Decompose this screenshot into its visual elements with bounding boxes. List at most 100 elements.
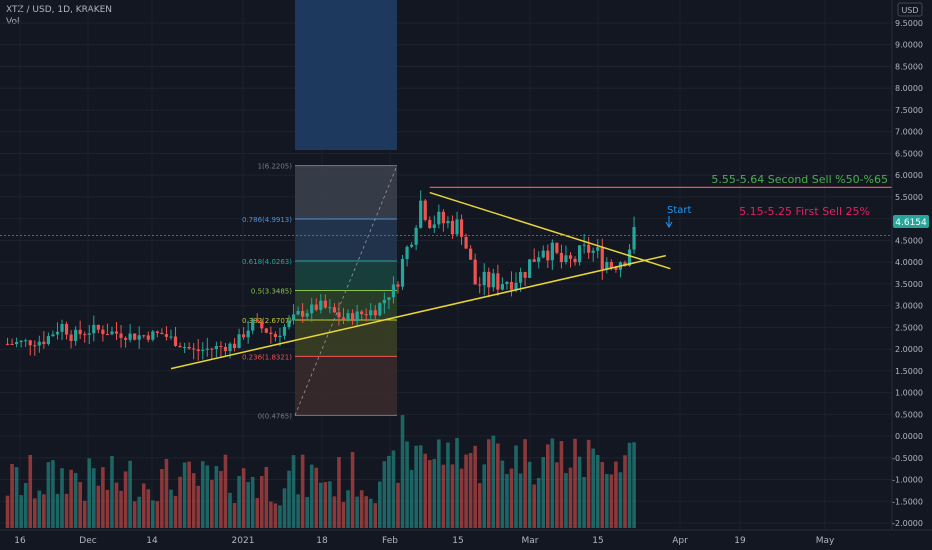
candle-body xyxy=(346,313,350,320)
volume-bar xyxy=(378,481,382,528)
volume-bar xyxy=(373,503,378,528)
price-ticks: 9.5000 9.0000 8.5000 8.0000 7.5000 7.0000 6.50… xyxy=(892,19,923,528)
candle-body xyxy=(455,219,459,235)
candle-body xyxy=(164,334,169,337)
volume-bar xyxy=(200,461,205,528)
time-tick-label: Mar xyxy=(522,536,539,546)
ascending-trendline xyxy=(170,254,667,370)
fib-level-label: 0.786(4.9913) xyxy=(242,216,292,224)
candle-body xyxy=(296,311,300,315)
candle-body xyxy=(87,333,91,335)
candle-body xyxy=(282,326,287,336)
candle-body xyxy=(287,320,291,327)
candle-body xyxy=(378,303,382,316)
volume-bar xyxy=(182,462,187,528)
candle-body xyxy=(432,224,436,228)
volume-bar xyxy=(105,489,110,528)
candle-body xyxy=(609,262,613,268)
volume-bar xyxy=(559,441,564,528)
price-tick-label: 0.0000 xyxy=(895,432,923,441)
candle-body xyxy=(523,271,527,278)
candle-body xyxy=(314,304,318,310)
candle-body xyxy=(627,249,632,266)
candle-body xyxy=(187,346,191,349)
volume-bar xyxy=(51,460,55,528)
volume-bar xyxy=(214,466,219,528)
currency-badge[interactable] xyxy=(897,2,923,17)
candle-body xyxy=(142,335,146,337)
price-tick-label: 8.5000 xyxy=(895,62,923,71)
time-tick-label: 2021 xyxy=(232,536,255,546)
volume-bar xyxy=(37,490,42,528)
candle-body xyxy=(573,258,577,263)
volume-bar xyxy=(232,503,237,528)
candle-body xyxy=(400,259,405,287)
volume-bar xyxy=(237,475,241,528)
descending-trendline xyxy=(429,191,671,270)
price-scale[interactable] xyxy=(892,0,932,550)
fib-level-label: 1(6.2205) xyxy=(258,163,293,171)
candle-body xyxy=(60,324,64,332)
volume-bar xyxy=(405,441,409,528)
volume-bar xyxy=(550,438,555,528)
candle-body xyxy=(450,220,455,235)
candle-body xyxy=(496,273,500,290)
volume-bar xyxy=(60,468,64,528)
volume-bar xyxy=(42,494,46,528)
candle-body xyxy=(123,337,128,340)
volume-bar xyxy=(564,473,568,528)
candle-body xyxy=(201,349,205,352)
candle-body xyxy=(350,313,355,322)
price-tick-label: 3.0000 xyxy=(895,302,923,311)
volume-bar xyxy=(355,496,359,528)
price-tick-label: -1.5000 xyxy=(892,497,923,506)
candle-body xyxy=(559,252,564,263)
volume-bar xyxy=(632,442,636,528)
volume-bar xyxy=(446,442,450,528)
price-tick-label: 9.5000 xyxy=(895,19,923,28)
price-tick-label: 6.5000 xyxy=(895,149,923,158)
candle-body xyxy=(528,259,532,278)
candle-body xyxy=(482,271,486,286)
candle-body xyxy=(396,284,400,287)
volume-bar xyxy=(291,455,296,528)
price-tick-label: 1.5000 xyxy=(895,367,923,376)
candle-body xyxy=(251,319,255,331)
fib-level-label: 0.5(3.3485) xyxy=(251,287,292,295)
price-tick-label: 2.0000 xyxy=(895,345,923,354)
candle-body xyxy=(92,324,96,334)
currency-label: USD xyxy=(901,6,918,15)
candle-body xyxy=(355,311,359,322)
volume-bar xyxy=(600,462,605,528)
trendlines[interactable] xyxy=(0,186,892,370)
candle-body xyxy=(568,255,573,259)
candle-body xyxy=(192,348,196,350)
candle-body xyxy=(410,244,414,247)
fib-retracement[interactable]: 1(6.2205) 0.786(4.9913) 0.618(4.0263) 0.5(3… xyxy=(242,0,398,420)
candle-body xyxy=(305,313,309,317)
candle-body xyxy=(219,345,223,347)
candle-body xyxy=(414,227,418,245)
time-tick-label: 18 xyxy=(316,536,328,546)
volume-bar xyxy=(269,501,273,528)
volume-bar xyxy=(123,471,128,528)
candle-body xyxy=(446,220,450,224)
volume-bar xyxy=(627,442,632,528)
time-axis[interactable]: 16 Dec 14 2021 18 Feb 15 Mar 15 Apr 19 May xyxy=(14,536,835,546)
price-tick-label: -0.5000 xyxy=(892,454,923,463)
candle-body xyxy=(600,247,604,270)
volume-bar xyxy=(250,476,255,528)
price-tick-label: 2.5000 xyxy=(895,323,923,332)
volume-bar xyxy=(359,490,364,528)
candle-body xyxy=(178,345,182,348)
volume-bar xyxy=(78,482,82,528)
candle-body xyxy=(405,246,409,260)
volume-bar xyxy=(10,463,14,528)
volume-bar xyxy=(491,435,496,528)
candle-body xyxy=(151,331,155,340)
candle-body xyxy=(473,259,477,285)
volume-bar xyxy=(92,468,96,528)
volume-bar xyxy=(582,477,586,528)
volume-bar xyxy=(255,498,260,528)
